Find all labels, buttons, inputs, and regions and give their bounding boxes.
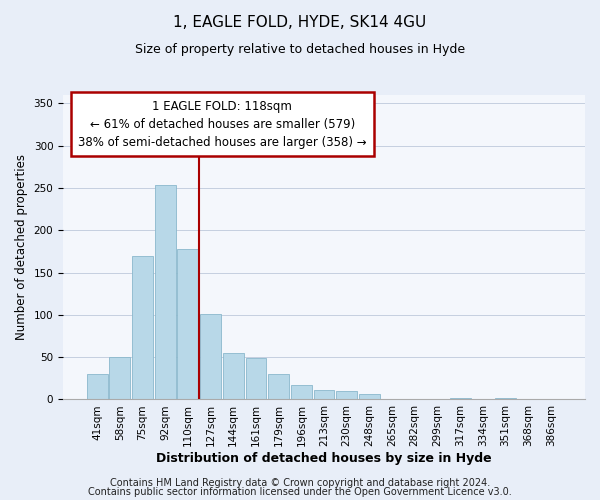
Bar bbox=[291, 385, 312, 400]
Bar bbox=[155, 186, 176, 400]
Bar bbox=[87, 374, 107, 400]
Bar bbox=[314, 390, 334, 400]
Bar bbox=[449, 398, 470, 400]
Text: 1, EAGLE FOLD, HYDE, SK14 4GU: 1, EAGLE FOLD, HYDE, SK14 4GU bbox=[173, 15, 427, 30]
Bar bbox=[245, 358, 266, 400]
Bar bbox=[495, 398, 516, 400]
Bar bbox=[359, 394, 380, 400]
Bar bbox=[178, 249, 199, 400]
Bar bbox=[541, 398, 561, 400]
Bar bbox=[268, 374, 289, 400]
Y-axis label: Number of detached properties: Number of detached properties bbox=[15, 154, 28, 340]
Bar bbox=[132, 256, 153, 400]
Text: Contains HM Land Registry data © Crown copyright and database right 2024.: Contains HM Land Registry data © Crown c… bbox=[110, 478, 490, 488]
Bar bbox=[109, 357, 130, 400]
X-axis label: Distribution of detached houses by size in Hyde: Distribution of detached houses by size … bbox=[156, 452, 492, 465]
Bar bbox=[336, 391, 357, 400]
Bar bbox=[200, 314, 221, 400]
Text: Contains public sector information licensed under the Open Government Licence v3: Contains public sector information licen… bbox=[88, 487, 512, 497]
Text: Size of property relative to detached houses in Hyde: Size of property relative to detached ho… bbox=[135, 42, 465, 56]
Text: 1 EAGLE FOLD: 118sqm
← 61% of detached houses are smaller (579)
38% of semi-deta: 1 EAGLE FOLD: 118sqm ← 61% of detached h… bbox=[78, 100, 367, 148]
Bar bbox=[223, 353, 244, 400]
